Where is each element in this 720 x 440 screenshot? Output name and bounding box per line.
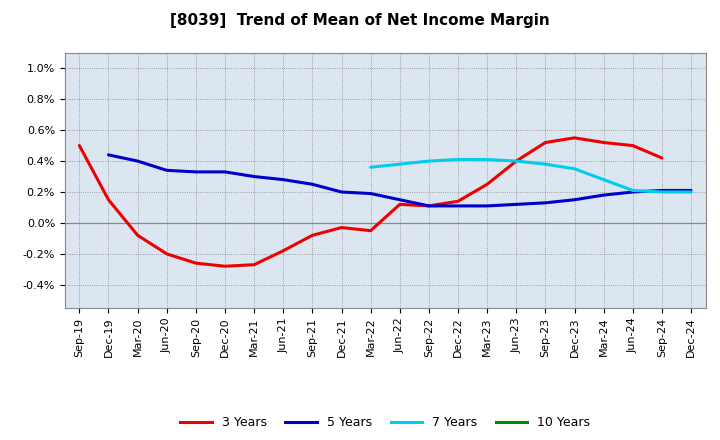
Legend: 3 Years, 5 Years, 7 Years, 10 Years: 3 Years, 5 Years, 7 Years, 10 Years — [176, 411, 595, 434]
Text: [8039]  Trend of Mean of Net Income Margin: [8039] Trend of Mean of Net Income Margi… — [170, 13, 550, 28]
